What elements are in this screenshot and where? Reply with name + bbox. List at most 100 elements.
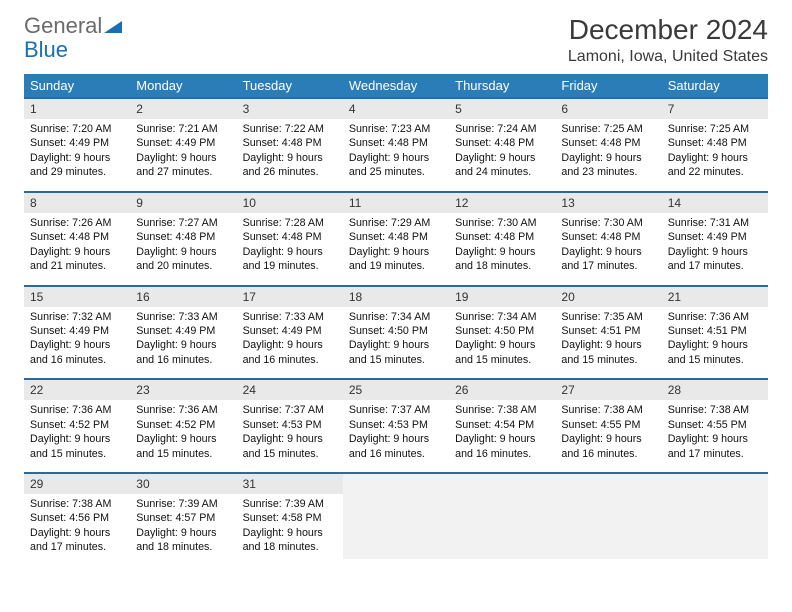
day-content-cell: Sunrise: 7:25 AMSunset: 4:48 PMDaylight:…: [555, 119, 661, 184]
daynum-row: 1234567: [24, 98, 768, 119]
daylight-text-1: Daylight: 9 hours: [30, 245, 124, 259]
daylight-text-1: Daylight: 9 hours: [349, 432, 443, 446]
sunrise-text: Sunrise: 7:38 AM: [455, 403, 549, 417]
sunset-text: Sunset: 4:57 PM: [136, 511, 230, 525]
daylight-text-2: and 16 minutes.: [30, 353, 124, 367]
sunset-text: Sunset: 4:48 PM: [243, 136, 337, 150]
sunrise-text: Sunrise: 7:20 AM: [30, 122, 124, 136]
sunrise-text: Sunrise: 7:39 AM: [136, 497, 230, 511]
day-content-row: Sunrise: 7:32 AMSunset: 4:49 PMDaylight:…: [24, 307, 768, 372]
day-content-cell: Sunrise: 7:30 AMSunset: 4:48 PMDaylight:…: [449, 213, 555, 278]
daylight-text-2: and 25 minutes.: [349, 165, 443, 179]
day-content-row: Sunrise: 7:38 AMSunset: 4:56 PMDaylight:…: [24, 494, 768, 559]
day-content-cell: Sunrise: 7:31 AMSunset: 4:49 PMDaylight:…: [662, 213, 768, 278]
day-number-cell: 11: [343, 192, 449, 213]
sunset-text: Sunset: 4:49 PM: [243, 324, 337, 338]
sunrise-text: Sunrise: 7:30 AM: [561, 216, 655, 230]
sunset-text: Sunset: 4:56 PM: [30, 511, 124, 525]
daylight-text-2: and 15 minutes.: [668, 353, 762, 367]
week-spacer: [24, 278, 768, 286]
day-number-cell: 17: [237, 286, 343, 307]
day-number-cell: 20: [555, 286, 661, 307]
logo-word2: Blue: [24, 37, 68, 62]
day-number-cell: 9: [130, 192, 236, 213]
daylight-text-1: Daylight: 9 hours: [30, 338, 124, 352]
daylight-text-2: and 16 minutes.: [561, 447, 655, 461]
logo-triangle-icon: [104, 19, 122, 38]
day-number-cell: 18: [343, 286, 449, 307]
daylight-text-2: and 15 minutes.: [561, 353, 655, 367]
day-content-cell: Sunrise: 7:34 AMSunset: 4:50 PMDaylight:…: [343, 307, 449, 372]
day-content-cell: Sunrise: 7:37 AMSunset: 4:53 PMDaylight:…: [237, 400, 343, 465]
day-content-cell: [449, 494, 555, 559]
sunset-text: Sunset: 4:58 PM: [243, 511, 337, 525]
day-content-cell: Sunrise: 7:38 AMSunset: 4:56 PMDaylight:…: [24, 494, 130, 559]
day-content-cell: Sunrise: 7:35 AMSunset: 4:51 PMDaylight:…: [555, 307, 661, 372]
sunset-text: Sunset: 4:48 PM: [243, 230, 337, 244]
day-header-saturday: Saturday: [662, 74, 768, 98]
day-content-cell: Sunrise: 7:24 AMSunset: 4:48 PMDaylight:…: [449, 119, 555, 184]
daylight-text-2: and 16 minutes.: [349, 447, 443, 461]
day-number-cell: 31: [237, 473, 343, 494]
day-number-cell: 27: [555, 379, 661, 400]
daylight-text-1: Daylight: 9 hours: [136, 432, 230, 446]
sunset-text: Sunset: 4:49 PM: [668, 230, 762, 244]
sunrise-text: Sunrise: 7:38 AM: [561, 403, 655, 417]
day-content-row: Sunrise: 7:36 AMSunset: 4:52 PMDaylight:…: [24, 400, 768, 465]
day-content-cell: Sunrise: 7:38 AMSunset: 4:54 PMDaylight:…: [449, 400, 555, 465]
day-content-cell: Sunrise: 7:26 AMSunset: 4:48 PMDaylight:…: [24, 213, 130, 278]
day-content-cell: Sunrise: 7:39 AMSunset: 4:58 PMDaylight:…: [237, 494, 343, 559]
sunrise-text: Sunrise: 7:34 AM: [455, 310, 549, 324]
day-number-cell: 7: [662, 98, 768, 119]
day-content-cell: Sunrise: 7:38 AMSunset: 4:55 PMDaylight:…: [662, 400, 768, 465]
daylight-text-2: and 19 minutes.: [349, 259, 443, 273]
sunrise-text: Sunrise: 7:27 AM: [136, 216, 230, 230]
day-content-cell: [343, 494, 449, 559]
sunset-text: Sunset: 4:51 PM: [561, 324, 655, 338]
daylight-text-1: Daylight: 9 hours: [561, 245, 655, 259]
sunset-text: Sunset: 4:48 PM: [561, 136, 655, 150]
daylight-text-1: Daylight: 9 hours: [136, 526, 230, 540]
sunrise-text: Sunrise: 7:30 AM: [455, 216, 549, 230]
daylight-text-2: and 20 minutes.: [136, 259, 230, 273]
daylight-text-1: Daylight: 9 hours: [455, 338, 549, 352]
day-number-cell: 8: [24, 192, 130, 213]
day-content-cell: Sunrise: 7:30 AMSunset: 4:48 PMDaylight:…: [555, 213, 661, 278]
sunrise-text: Sunrise: 7:38 AM: [668, 403, 762, 417]
daylight-text-2: and 15 minutes.: [349, 353, 443, 367]
day-number-cell: 28: [662, 379, 768, 400]
month-title: December 2024: [568, 14, 768, 46]
day-content-cell: Sunrise: 7:38 AMSunset: 4:55 PMDaylight:…: [555, 400, 661, 465]
logo: General Blue: [24, 14, 122, 62]
daylight-text-1: Daylight: 9 hours: [243, 338, 337, 352]
sunrise-text: Sunrise: 7:33 AM: [136, 310, 230, 324]
daylight-text-2: and 23 minutes.: [561, 165, 655, 179]
day-header-monday: Monday: [130, 74, 236, 98]
sunset-text: Sunset: 4:50 PM: [455, 324, 549, 338]
sunset-text: Sunset: 4:48 PM: [30, 230, 124, 244]
sunset-text: Sunset: 4:52 PM: [136, 418, 230, 432]
day-number-cell: 19: [449, 286, 555, 307]
sunset-text: Sunset: 4:51 PM: [668, 324, 762, 338]
day-content-cell: Sunrise: 7:23 AMSunset: 4:48 PMDaylight:…: [343, 119, 449, 184]
daylight-text-1: Daylight: 9 hours: [349, 338, 443, 352]
day-content-row: Sunrise: 7:26 AMSunset: 4:48 PMDaylight:…: [24, 213, 768, 278]
sunrise-text: Sunrise: 7:39 AM: [243, 497, 337, 511]
sunset-text: Sunset: 4:48 PM: [136, 230, 230, 244]
sunrise-text: Sunrise: 7:23 AM: [349, 122, 443, 136]
daylight-text-1: Daylight: 9 hours: [30, 151, 124, 165]
daylight-text-1: Daylight: 9 hours: [561, 432, 655, 446]
sunset-text: Sunset: 4:53 PM: [243, 418, 337, 432]
day-number-cell: 30: [130, 473, 236, 494]
daylight-text-1: Daylight: 9 hours: [136, 245, 230, 259]
week-spacer: [24, 465, 768, 473]
daynum-row: 22232425262728: [24, 379, 768, 400]
sunset-text: Sunset: 4:55 PM: [668, 418, 762, 432]
sunset-text: Sunset: 4:48 PM: [455, 136, 549, 150]
daylight-text-1: Daylight: 9 hours: [455, 245, 549, 259]
sunrise-text: Sunrise: 7:31 AM: [668, 216, 762, 230]
daylight-text-2: and 27 minutes.: [136, 165, 230, 179]
sunrise-text: Sunrise: 7:36 AM: [30, 403, 124, 417]
sunset-text: Sunset: 4:48 PM: [561, 230, 655, 244]
sunrise-text: Sunrise: 7:25 AM: [561, 122, 655, 136]
